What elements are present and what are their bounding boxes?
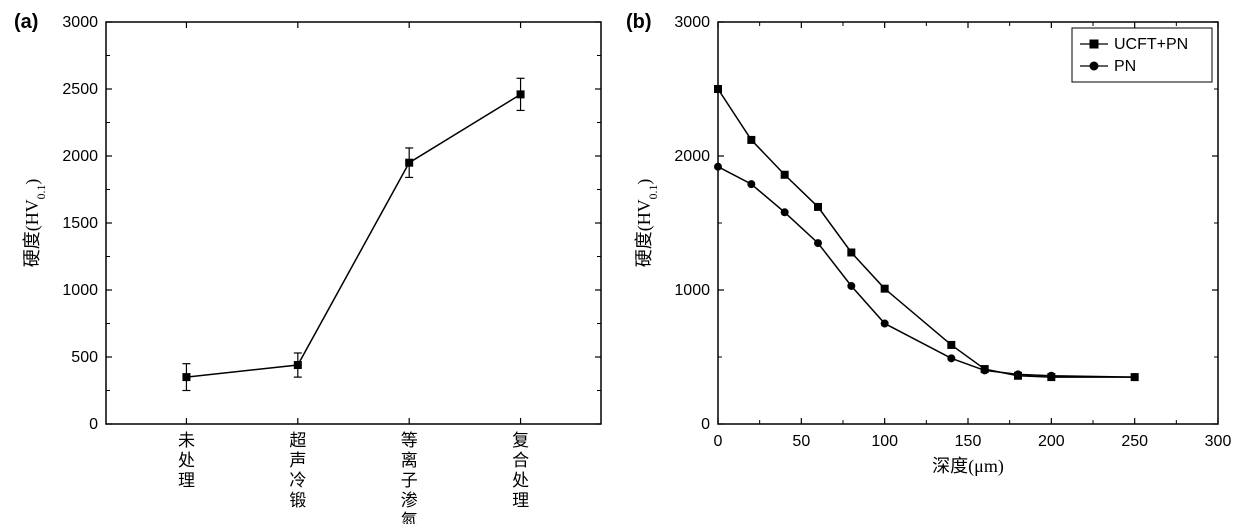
- svg-text:处: 处: [178, 451, 195, 470]
- svg-text:深度(μm): 深度(μm): [932, 456, 1004, 477]
- svg-text:渗: 渗: [401, 491, 418, 510]
- svg-text:超: 超: [289, 431, 306, 450]
- svg-text:0: 0: [701, 416, 710, 433]
- svg-text:300: 300: [1205, 433, 1232, 450]
- svg-text:理: 理: [512, 491, 529, 510]
- panel-a: (a)050010001500200025003000未处理超声冷锻等离子渗氮复…: [6, 4, 616, 524]
- svg-text:未: 未: [178, 431, 195, 450]
- svg-text:2500: 2500: [62, 81, 98, 98]
- svg-text:硬度(HV0.1): 硬度(HV0.1): [22, 179, 48, 268]
- svg-text:500: 500: [71, 349, 98, 366]
- svg-text:1000: 1000: [62, 282, 98, 299]
- svg-text:锻: 锻: [289, 491, 306, 510]
- svg-text:(b): (b): [626, 11, 652, 33]
- chart-b-svg: (b) 0 1000 2000 3000 0 50 100 150 200 250 300 硬度(HV0…: [618, 4, 1233, 524]
- svg-text:处: 处: [512, 471, 529, 490]
- svg-text:(a): (a): [14, 11, 38, 33]
- chart-a-svg: (a)050010001500200025003000未处理超声冷锻等离子渗氮复…: [6, 4, 616, 524]
- svg-text:合: 合: [512, 451, 529, 470]
- svg-text:1500: 1500: [62, 215, 98, 232]
- svg-text:200: 200: [1038, 433, 1065, 450]
- svg-text:氮: 氮: [401, 511, 418, 524]
- svg-text:2000: 2000: [62, 148, 98, 165]
- svg-text:3000: 3000: [674, 14, 710, 31]
- svg-text:50: 50: [792, 433, 810, 450]
- svg-text:150: 150: [955, 433, 982, 450]
- svg-text:250: 250: [1121, 433, 1148, 450]
- svg-text:3000: 3000: [62, 14, 98, 31]
- figure-row: (a)050010001500200025003000未处理超声冷锻等离子渗氮复…: [0, 0, 1239, 529]
- svg-text:等: 等: [401, 431, 418, 450]
- svg-text:1000: 1000: [674, 282, 710, 299]
- svg-text:100: 100: [871, 433, 898, 450]
- svg-text:0: 0: [714, 433, 723, 450]
- svg-text:0: 0: [89, 416, 98, 433]
- svg-text:复: 复: [512, 431, 529, 450]
- svg-text:理: 理: [178, 471, 195, 490]
- svg-text:PN: PN: [1114, 58, 1136, 75]
- svg-text:2000: 2000: [674, 148, 710, 165]
- svg-text:子: 子: [401, 471, 418, 490]
- svg-text:离: 离: [401, 451, 418, 470]
- svg-text:UCFT+PN: UCFT+PN: [1114, 36, 1188, 53]
- svg-text:硬度(HV0.1): 硬度(HV0.1): [634, 179, 660, 268]
- svg-text:冷: 冷: [289, 471, 306, 490]
- svg-text:声: 声: [289, 451, 306, 470]
- panel-b: (b) 0 1000 2000 3000 0 50 100 150 200 250 300 硬度(HV0…: [618, 4, 1233, 524]
